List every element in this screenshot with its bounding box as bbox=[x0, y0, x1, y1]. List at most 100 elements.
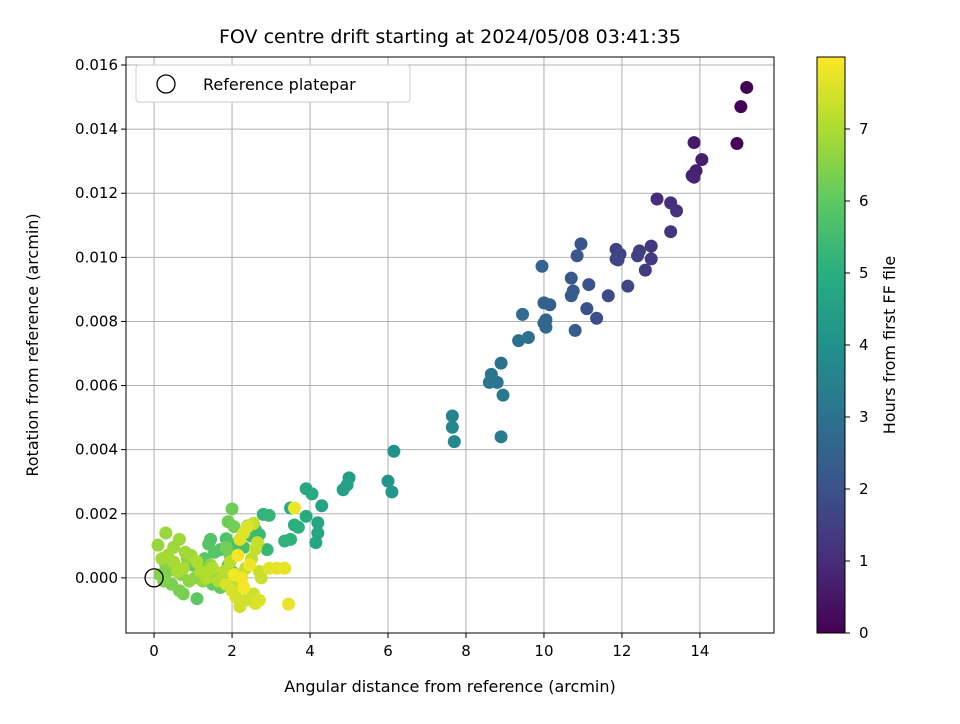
data-point bbox=[385, 485, 399, 499]
data-point bbox=[535, 259, 549, 273]
data-point bbox=[564, 271, 578, 285]
data-point bbox=[311, 516, 325, 530]
data-point bbox=[254, 571, 268, 585]
data-point bbox=[387, 444, 401, 458]
data-point bbox=[687, 136, 701, 150]
data-point bbox=[512, 334, 526, 348]
data-point bbox=[252, 593, 266, 607]
data-point bbox=[564, 289, 578, 303]
data-point bbox=[570, 249, 584, 263]
data-point bbox=[243, 558, 257, 572]
data-point bbox=[200, 571, 214, 585]
x-tick-label: 6 bbox=[383, 642, 393, 660]
y-tick-label: 0.008 bbox=[75, 312, 118, 330]
y-tick-label: 0.004 bbox=[75, 441, 118, 459]
x-axis-label: Angular distance from reference (arcmin) bbox=[284, 677, 615, 696]
data-point bbox=[516, 307, 530, 321]
data-point bbox=[568, 323, 582, 337]
x-axis-ticks: 0 2 4 6 8 10 12 14 bbox=[149, 633, 709, 660]
colorbar-tick-label: 7 bbox=[859, 120, 869, 138]
reference-marker bbox=[144, 568, 164, 588]
legend: Reference platepar bbox=[135, 64, 411, 103]
data-point bbox=[496, 388, 510, 402]
data-point bbox=[260, 543, 274, 557]
data-point bbox=[237, 580, 251, 594]
plot-frame bbox=[125, 56, 775, 634]
colorbar-tick-label: 2 bbox=[859, 480, 869, 498]
data-point bbox=[695, 153, 709, 167]
data-point bbox=[580, 302, 594, 316]
colorbar-tick-label: 1 bbox=[859, 552, 869, 570]
legend-box bbox=[135, 64, 411, 103]
data-point bbox=[445, 409, 459, 423]
data-point bbox=[336, 483, 350, 497]
data-point bbox=[638, 263, 652, 277]
data-point bbox=[740, 80, 754, 94]
colorbar-tick-label: 6 bbox=[859, 192, 869, 210]
data-point bbox=[494, 356, 508, 370]
data-point bbox=[445, 420, 459, 434]
data-point bbox=[539, 320, 553, 334]
data-point bbox=[153, 568, 167, 582]
data-point bbox=[582, 278, 596, 292]
data-point bbox=[231, 548, 245, 562]
data-point bbox=[631, 249, 645, 263]
x-tick-label: 0 bbox=[149, 642, 159, 660]
y-axis-ticks: 0.000 0.002 0.004 0.006 0.008 0.010 0.012 0.014… bbox=[75, 56, 126, 587]
reference-point bbox=[144, 568, 164, 588]
data-point bbox=[227, 568, 241, 582]
data-point bbox=[278, 534, 292, 548]
x-tick-label: 12 bbox=[612, 642, 631, 660]
data-point bbox=[381, 474, 395, 488]
data-point bbox=[151, 538, 165, 552]
data-point bbox=[225, 502, 239, 516]
data-point bbox=[601, 289, 615, 303]
data-point bbox=[309, 536, 323, 550]
colorbar-tick-label: 4 bbox=[859, 336, 869, 354]
data-point bbox=[305, 487, 319, 501]
data-point bbox=[730, 137, 744, 151]
data-point bbox=[687, 170, 701, 184]
y-tick-label: 0.014 bbox=[75, 120, 118, 138]
data-point bbox=[282, 597, 296, 611]
data-point bbox=[219, 577, 233, 591]
data-point bbox=[315, 499, 329, 513]
data-point bbox=[227, 520, 241, 534]
data-point bbox=[664, 225, 678, 239]
data-point bbox=[734, 100, 748, 114]
data-point bbox=[291, 520, 305, 534]
data-point bbox=[482, 375, 496, 389]
colorbar-tick-label: 5 bbox=[859, 264, 869, 282]
data-point bbox=[190, 592, 204, 606]
y-tick-label: 0.002 bbox=[75, 505, 118, 523]
data-point bbox=[287, 501, 301, 515]
x-tick-label: 14 bbox=[690, 642, 709, 660]
data-point bbox=[611, 253, 625, 267]
data-point bbox=[644, 252, 658, 266]
x-tick-label: 10 bbox=[534, 642, 553, 660]
y-tick-label: 0.010 bbox=[75, 248, 118, 266]
x-tick-label: 4 bbox=[305, 642, 315, 660]
colorbar-tick-label: 0 bbox=[859, 624, 869, 642]
data-point bbox=[172, 532, 186, 546]
chart-title: FOV centre drift starting at 2024/05/08 … bbox=[219, 26, 681, 48]
data-point bbox=[208, 545, 222, 559]
y-axis-label: Rotation from reference (arcmin) bbox=[23, 213, 42, 476]
data-point bbox=[299, 509, 313, 523]
data-point bbox=[447, 435, 461, 449]
data-point bbox=[574, 237, 588, 251]
colorbar-label: Hours from first FF file bbox=[880, 256, 899, 435]
data-point bbox=[644, 239, 658, 253]
data-point bbox=[670, 204, 684, 218]
y-tick-label: 0.016 bbox=[75, 56, 118, 74]
colorbar: 0 1 2 3 4 5 6 7 Hours from first FF file bbox=[816, 56, 899, 642]
data-point bbox=[494, 430, 508, 444]
y-tick-label: 0.006 bbox=[75, 377, 118, 395]
legend-label-reference-platepar: Reference platepar bbox=[203, 75, 356, 94]
colorbar-tick-label: 3 bbox=[859, 408, 869, 426]
data-point bbox=[590, 311, 604, 325]
data-point bbox=[621, 279, 635, 293]
data-point bbox=[650, 192, 664, 206]
colorbar-ticks: 0 1 2 3 4 5 6 7 bbox=[845, 120, 869, 642]
